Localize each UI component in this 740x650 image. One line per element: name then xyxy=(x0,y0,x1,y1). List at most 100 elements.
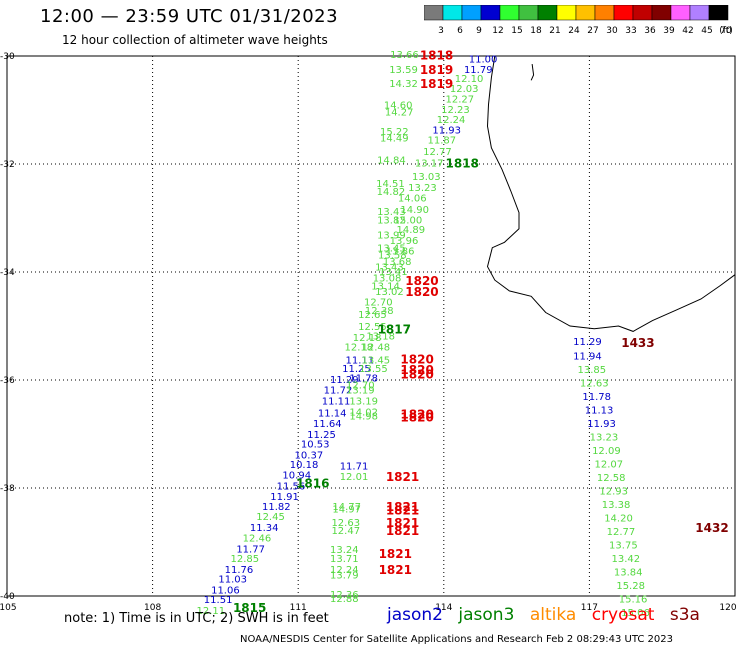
colorbar-label: 3 xyxy=(438,26,444,36)
lat-tick-label: -40 xyxy=(0,592,15,602)
colorbar-label: 27 xyxy=(587,26,598,36)
pass-time-label: 1815 xyxy=(233,601,266,615)
page-title: 12:00 — 23:59 UTC 01/31/2023 xyxy=(40,6,339,27)
colorbar-label: 70 xyxy=(720,26,732,36)
wave-height-value: 13.45 xyxy=(362,355,391,366)
wave-height-value: 14.60 xyxy=(384,101,413,112)
wave-height-value: 14.82 xyxy=(377,187,406,198)
colorbar-label: 21 xyxy=(549,26,560,36)
wave-height-value: 11.77 xyxy=(236,544,265,555)
pass-time-label: 1820 xyxy=(400,411,433,425)
wave-height-value: 11.25 xyxy=(342,364,371,375)
lat-tick-label: -34 xyxy=(0,268,15,278)
wave-height-value: 11.64 xyxy=(313,419,342,430)
wave-height-value: 11.87 xyxy=(428,136,457,147)
wave-height-value: 11.78 xyxy=(582,392,611,403)
wave-height-value: 11.11 xyxy=(346,355,375,366)
wave-height-value: 13.23 xyxy=(408,183,437,194)
pass-time-label: 1820 xyxy=(400,368,433,382)
colorbar-label: 9 xyxy=(476,26,482,36)
colorbar-label: 18 xyxy=(530,26,542,36)
wave-height-value: 11.03 xyxy=(218,575,247,586)
wave-height-value: 13.38 xyxy=(602,500,631,511)
wave-height-value: 12.18 xyxy=(345,343,374,354)
wave-height-value: 13.66 xyxy=(390,50,419,61)
pass-time-label: 1821 xyxy=(386,524,419,538)
legend-s3a: s3a xyxy=(669,605,700,625)
wave-height-value: 12.10 xyxy=(455,74,484,85)
wave-height-value: 12.03 xyxy=(450,84,479,95)
wave-height-value: 10.18 xyxy=(290,460,319,471)
satellite-legend: jason2 jason3 altika cryosat s3a xyxy=(387,605,710,625)
wave-height-value: 11.94 xyxy=(573,352,602,363)
wave-height-value: 11.11 xyxy=(322,397,351,408)
colorbar-label: 24 xyxy=(568,26,580,36)
wave-height-value: 12.70 xyxy=(346,380,375,391)
wave-height-value: 11.06 xyxy=(211,586,240,597)
wave-height-value: 13.43 xyxy=(375,263,404,274)
wave-height-value: 11.34 xyxy=(250,523,279,534)
page-subtitle: 12 hour collection of altimeter wave hei… xyxy=(62,33,328,47)
wave-height-value: 12.23 xyxy=(441,105,470,116)
wave-height-value: 12.09 xyxy=(592,446,621,457)
wave-height-value: 12.93 xyxy=(599,487,628,498)
wave-height-value: 15.28 xyxy=(616,581,645,592)
wave-height-value: 13.43 xyxy=(377,207,406,218)
wave-height-value: 10.37 xyxy=(295,451,324,462)
wave-height-value: 14.51 xyxy=(376,179,405,190)
wave-height-value: 12.27 xyxy=(445,95,474,106)
wave-height-value: 12.85 xyxy=(230,554,259,565)
wave-height-value: 15.00 xyxy=(394,216,423,227)
wave-height-value: 14.32 xyxy=(389,79,418,90)
legend-jason2: jason2 xyxy=(387,605,443,625)
wave-height-value: 14.77 xyxy=(332,502,361,513)
wave-height-value: 12.55 xyxy=(358,322,387,333)
lon-tick-label: 111 xyxy=(290,603,307,613)
pass-time-label: 1821 xyxy=(386,470,419,484)
wave-height-value: 11.72 xyxy=(324,386,353,397)
wave-height-value: 13.19 xyxy=(346,386,375,397)
wave-height-value: 14.84 xyxy=(377,156,406,167)
wave-height-value: 13.79 xyxy=(330,570,359,581)
wave-height-value: 14.98 xyxy=(349,412,378,423)
wave-height-value: 15.16 xyxy=(619,595,648,606)
legend-jason3: jason3 xyxy=(458,605,515,625)
map-frame xyxy=(6,55,736,597)
pass-time-label: 1821 xyxy=(386,516,419,530)
wave-height-value: 12.88 xyxy=(330,594,359,605)
lon-tick-label: 108 xyxy=(144,603,161,613)
wave-height-value: 11.25 xyxy=(307,430,336,441)
coastline xyxy=(486,55,736,332)
wave-height-value: 12.01 xyxy=(340,472,369,483)
wave-height-value: 14.90 xyxy=(400,205,429,216)
wave-height-value: 13.96 xyxy=(390,236,419,247)
wave-height-value: 11.93 xyxy=(587,419,616,430)
wave-height-value: 12.63 xyxy=(331,518,360,529)
pass-time-label: 1817 xyxy=(378,323,411,337)
colorbar-label: 33 xyxy=(625,26,636,36)
wave-height-value: 10.53 xyxy=(301,440,330,451)
wave-height-value: 11.14 xyxy=(318,408,347,419)
wave-height-value: 13.42 xyxy=(611,554,640,565)
wave-height-value: 13.02 xyxy=(375,287,404,298)
wave-height-value: 14.02 xyxy=(349,407,378,418)
wave-height-value: 13.08 xyxy=(373,273,402,284)
wave-height-value: 11.51 xyxy=(204,595,233,606)
pass-time-label: 1820 xyxy=(400,352,433,366)
wave-height-value: 12.24 xyxy=(437,115,466,126)
wave-height-value: 13.84 xyxy=(614,568,643,579)
wave-height-value: 13.17 xyxy=(415,158,444,169)
wave-height-value: 11.76 xyxy=(225,565,254,576)
lon-tick-label: 114 xyxy=(435,603,452,613)
lat-tick-label: -30 xyxy=(0,52,15,62)
wave-height-value: 13.82 xyxy=(377,216,406,227)
colorbar-swatch xyxy=(708,5,729,21)
lon-tick-label: 105 xyxy=(0,603,17,613)
colorbar-label: 15 xyxy=(511,26,522,36)
wave-height-value: 11.71 xyxy=(340,461,369,472)
wave-height-value: 13.24 xyxy=(330,545,359,556)
wave-height-value: 12.36 xyxy=(330,590,359,601)
wave-height-value: 11.93 xyxy=(432,125,461,136)
pass-time-label: 1821 xyxy=(379,547,412,561)
